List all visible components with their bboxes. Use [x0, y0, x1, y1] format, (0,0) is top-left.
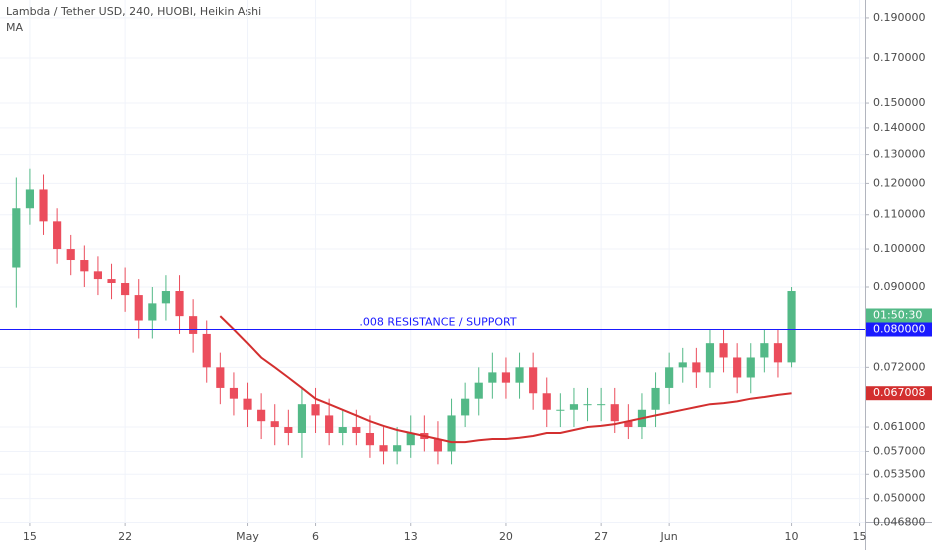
x-tick-label: 13 — [404, 530, 418, 543]
x-tick-label: 22 — [118, 530, 132, 543]
ma-line — [219, 315, 792, 444]
candle-body — [692, 362, 701, 373]
candle-body — [134, 295, 143, 321]
candle-body — [719, 343, 728, 358]
candle-body — [175, 291, 184, 317]
x-tick-label: 10 — [785, 530, 799, 543]
candle-body — [488, 372, 497, 383]
candle-body — [773, 343, 783, 363]
candle-body — [379, 445, 388, 452]
candle-body — [665, 367, 674, 388]
y-tick-label: 0.061000 — [873, 420, 926, 433]
candle-body — [107, 279, 116, 284]
candle-body — [705, 343, 715, 373]
candle-body — [678, 362, 687, 368]
candle-body — [352, 427, 361, 433]
x-tick-label: 15 — [23, 530, 37, 543]
candle-body — [787, 291, 796, 363]
x-tick-label: 20 — [499, 530, 513, 543]
candle-body — [121, 283, 130, 296]
resistance-price-label: 0.080000 — [873, 323, 926, 336]
y-tick-label: 0.150000 — [873, 96, 926, 109]
candle-body — [760, 343, 769, 358]
countdown-label: 01:50:30 — [873, 309, 922, 322]
countdown-label-box — [866, 308, 932, 323]
candle-body — [569, 404, 579, 410]
candle-body — [597, 404, 606, 406]
candle-body — [148, 303, 157, 321]
candle-body — [338, 427, 347, 433]
indicator-label: MA — [6, 21, 23, 34]
y-tick-label: 0.120000 — [873, 176, 926, 189]
candle-body — [270, 421, 279, 428]
y-tick-label: 0.057000 — [873, 444, 926, 457]
candle-body — [365, 432, 375, 446]
candle-body — [80, 260, 89, 272]
candle-body — [624, 421, 633, 428]
candle-body — [39, 189, 48, 222]
y-tick-label: 0.130000 — [873, 148, 926, 161]
ma-price-label: 0.067008 — [873, 386, 926, 399]
candle-body — [189, 316, 198, 334]
x-tick-label: 27 — [594, 530, 608, 543]
candle-body — [433, 439, 443, 452]
y-tick-label: 0.110000 — [873, 208, 926, 221]
x-tick-label: May — [236, 530, 259, 543]
candle-body — [53, 221, 62, 250]
candle-body — [515, 367, 524, 383]
candle-body — [311, 404, 320, 416]
candle-body — [161, 291, 171, 304]
candle-body — [651, 387, 660, 410]
candle-body — [284, 427, 293, 433]
candle-body — [257, 409, 266, 422]
resistance-price-label-box — [866, 322, 932, 337]
candle-body — [229, 387, 239, 399]
ma-price-label-box — [866, 386, 932, 401]
x-tick-label: 6 — [312, 530, 319, 543]
y-tick-label: 0.053500 — [873, 467, 926, 480]
candle-body — [501, 372, 511, 383]
candle-body — [406, 432, 415, 446]
resistance-label: .008 RESISTANCE / SUPPORT — [359, 316, 517, 329]
candle-body — [461, 398, 470, 416]
candle-body — [542, 393, 551, 410]
candle-body — [216, 367, 225, 388]
x-tick-label: Jun — [660, 530, 678, 543]
candle-body — [447, 415, 456, 452]
y-tick-label: 0.140000 — [873, 121, 926, 134]
candle-body — [325, 415, 334, 433]
y-tick-label: 0.100000 — [873, 242, 926, 255]
candle-body — [12, 208, 21, 268]
candle-body — [243, 398, 252, 410]
y-tick-label: 0.046800 — [873, 515, 926, 528]
y-tick-label: 0.170000 — [873, 51, 926, 64]
candle-body — [556, 409, 565, 411]
y-tick-label: 0.190000 — [873, 11, 926, 24]
chart-title: Lambda / Tether USD, 240, HUOBI, Heikin … — [6, 5, 261, 18]
candle-body — [25, 189, 35, 209]
y-tick-label: 0.090000 — [873, 280, 926, 293]
candle-body — [66, 249, 75, 261]
y-tick-label: 0.050000 — [873, 492, 926, 505]
candle-body — [297, 404, 307, 433]
candle-body — [529, 367, 538, 394]
candle-body — [583, 404, 592, 406]
candle-body — [610, 404, 619, 422]
y-tick-label: 0.072000 — [873, 360, 926, 373]
candle-body — [393, 445, 402, 452]
candle-body — [474, 382, 483, 399]
candle-body — [202, 333, 211, 368]
x-tick-label: 15 — [853, 530, 867, 543]
candle-body — [733, 357, 742, 378]
candle-body — [746, 357, 755, 378]
candle-body — [93, 271, 103, 280]
